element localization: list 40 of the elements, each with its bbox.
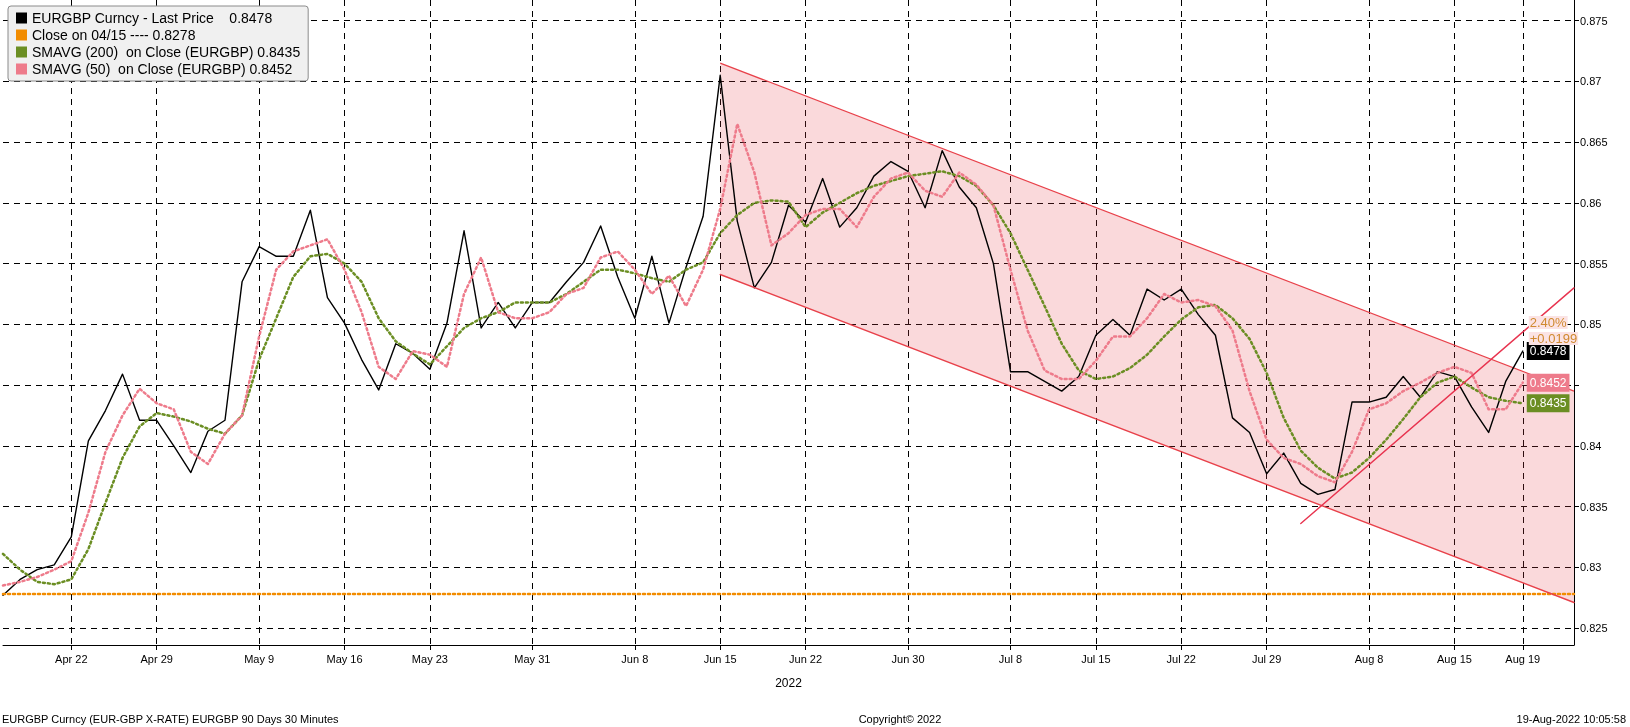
text: Copyright© 2022 <box>858 713 942 725</box>
legend-label: Close on 04/15 ---- 0.8278 <box>32 27 196 43</box>
y-tick-label: 0.835 <box>1580 500 1608 513</box>
y-tick-label: 0.85 <box>1580 318 1602 331</box>
x-tick-label: May 31 <box>514 652 551 665</box>
data-label: 0.8478 <box>1529 344 1567 359</box>
x-tick-label: Jul 22 <box>1166 652 1196 665</box>
text: EURGBP Curncy (EUR-GBP X-RATE) EURGBP 90 Days 30 Minutes <box>2 713 340 725</box>
x-tick-label: Jul 15 <box>1081 652 1111 665</box>
y-tick-label: 0.86 <box>1580 196 1602 209</box>
x-tick-label: May 23 <box>411 652 448 665</box>
x-tick-label: Jun 30 <box>891 652 925 665</box>
x-axis-title: 2022 <box>775 676 803 690</box>
y-tick-label: 0.865 <box>1580 136 1608 149</box>
annotation: +0.0199 <box>1529 331 1578 347</box>
x-tick-label: Jun 22 <box>789 652 823 665</box>
x-tick-label: Jul 29 <box>1251 652 1282 665</box>
x-tick-label: May 16 <box>326 652 363 665</box>
x-tick-label: Apr 22 <box>55 652 88 665</box>
legend-label: EURGBP Curncy - Last Price 0.8478 <box>32 10 273 26</box>
x-tick-label: Aug 8 <box>1354 652 1384 665</box>
text: 19-Aug-2022 10:05:58 <box>1516 713 1626 725</box>
x-tick-label: Apr 29 <box>140 652 173 665</box>
y-tick-label: 0.83 <box>1580 561 1602 574</box>
data-label: 0.8452 <box>1529 375 1567 390</box>
y-tick-label: 0.855 <box>1580 257 1608 270</box>
y-tick-label: 0.84 <box>1580 439 1602 452</box>
x-tick-label: May 9 <box>244 652 275 665</box>
x-tick-label: Aug 19 <box>1505 652 1541 665</box>
y-tick-label: 0.87 <box>1580 75 1602 88</box>
annotation: 2.40% <box>1529 315 1568 331</box>
x-tick-label: Jun 15 <box>703 652 737 665</box>
x-tick-label: Jul 8 <box>998 652 1023 665</box>
y-tick-label: 0.825 <box>1580 621 1608 634</box>
y-tick-label: 0.875 <box>1580 14 1608 27</box>
legend-label: SMAVG (50) on Close (EURGBP) 0.8452 <box>32 61 293 77</box>
legend-label: SMAVG (200) on Close (EURGBP) 0.8435 <box>32 44 301 60</box>
x-tick-label: Aug 15 <box>1437 652 1472 665</box>
data-label: 0.8435 <box>1529 396 1567 411</box>
x-tick-label: Jun 8 <box>621 652 649 665</box>
